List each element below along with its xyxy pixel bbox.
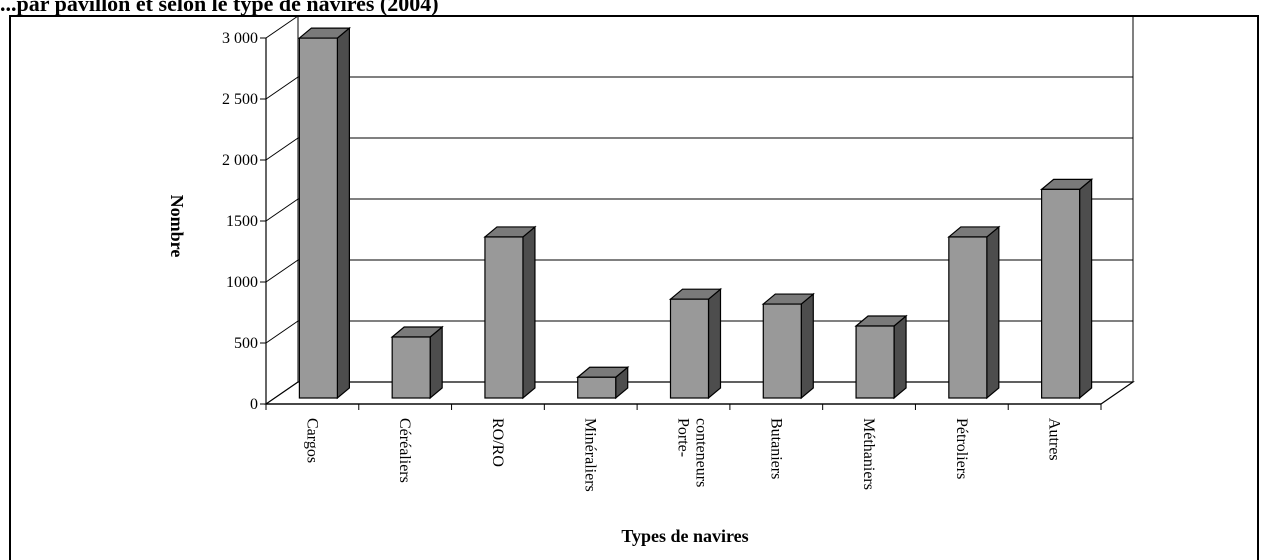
bar (577, 376, 617, 399)
bar (669, 298, 710, 399)
x-tick-label-line: Méthaniers (860, 418, 877, 490)
bar (762, 303, 802, 399)
x-tick-label-line: Cargos (303, 418, 320, 463)
x-tick-label: Autres (1046, 418, 1063, 461)
x-tick-label-line: Butaniers (767, 418, 784, 479)
x-tick-label-line: Porte- (675, 418, 692, 457)
bar-side (800, 292, 814, 400)
x-tick-label: Pétroliers (953, 418, 970, 479)
x-tick-label: Céréaliers (396, 418, 413, 483)
bar-side (1079, 178, 1093, 400)
x-tick-label-line: Autres (1046, 418, 1063, 461)
x-axis-title: Types de navires (621, 526, 748, 546)
y-tick-label: 0 (250, 396, 258, 413)
bar-side (893, 314, 907, 400)
bar-side (707, 287, 722, 400)
x-tick-label-line: Minéraliers (582, 418, 599, 492)
bar (1041, 188, 1081, 399)
page-title: ...par pavillon et selon le type de navi… (0, 0, 439, 16)
x-tick-label-line: conteneurs (693, 418, 710, 487)
x-tick-label: Méthaniers (860, 418, 877, 490)
x-tick-label: Minéraliers (582, 418, 599, 492)
y-tick-label: 3 000 (222, 30, 258, 47)
x-tick-label-line: Pétroliers (953, 418, 970, 479)
y-tick-label: 2 000 (222, 152, 258, 169)
bar-side (429, 325, 443, 400)
bar-side (336, 26, 350, 400)
y-tick-label: 1500 (226, 213, 258, 230)
y-axis-title: Nombre (167, 195, 187, 258)
bars (297, 26, 1094, 400)
x-tick-label: Cargos (303, 418, 320, 463)
bar (855, 325, 895, 399)
side-wall-line (265, 76, 299, 100)
side-wall-line (265, 320, 299, 344)
bar (484, 236, 524, 399)
bar-side (986, 225, 1000, 400)
x-tick-label: Porte-conteneurs (675, 418, 710, 487)
side-wall-line (265, 137, 299, 161)
bar-side (522, 225, 536, 400)
y-tick-label: 500 (234, 335, 258, 352)
bar (391, 336, 431, 399)
x-tick-label-line: Céréaliers (396, 418, 413, 483)
x-tick-label: Butaniers (767, 418, 784, 479)
bar (298, 37, 338, 399)
x-tick-label: RO/RO (489, 418, 506, 467)
x-tick-label-line: RO/RO (489, 418, 506, 467)
y-tick-label: 2 500 (222, 91, 258, 108)
side-wall-line (265, 198, 299, 222)
side-wall-line (265, 259, 299, 283)
y-tick-label: 1000 (226, 274, 258, 291)
side-wall-line (265, 15, 299, 39)
labels: 0 500 1000 1500 2 000 2 500 3 000 Cargos Céréali… (222, 30, 1063, 492)
bar (948, 236, 988, 399)
